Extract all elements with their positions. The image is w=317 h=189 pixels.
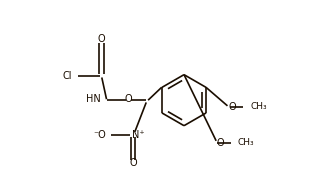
Text: O: O	[129, 158, 137, 167]
Text: O: O	[229, 102, 236, 112]
Text: CH₃: CH₃	[250, 102, 267, 111]
Text: O: O	[98, 34, 106, 44]
Text: CH₃: CH₃	[238, 138, 255, 147]
Text: ⁻O: ⁻O	[94, 130, 107, 140]
Text: HN: HN	[86, 94, 101, 104]
Text: N⁺: N⁺	[132, 130, 145, 140]
Text: O: O	[216, 138, 224, 148]
Text: O: O	[125, 94, 132, 104]
Text: Cl: Cl	[62, 71, 72, 81]
